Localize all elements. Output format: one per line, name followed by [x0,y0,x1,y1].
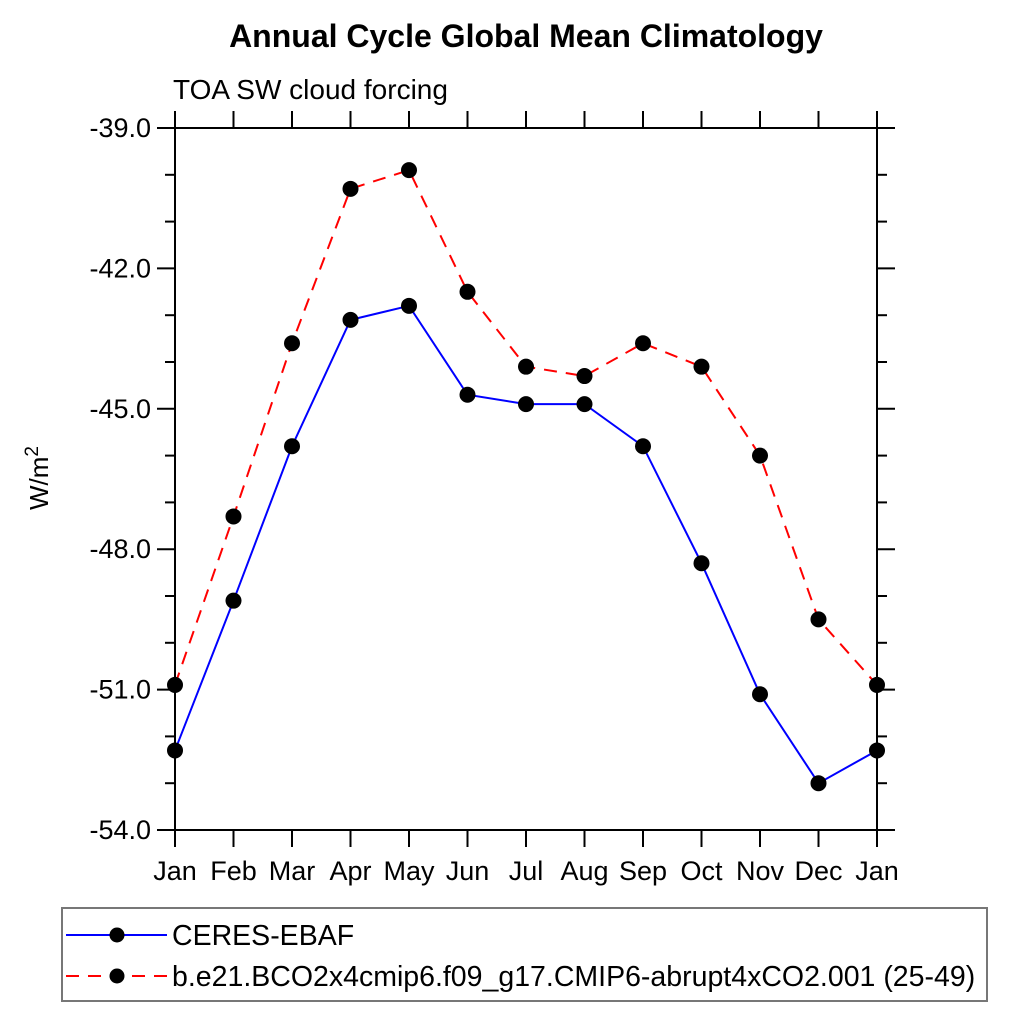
x-tick-label: Oct [680,856,723,886]
x-tick-label: Sep [619,856,667,886]
y-axis-label: W/m2 [22,446,54,510]
x-tick-label: Jan [153,856,197,886]
y-tick-labels: -39.0 -42.0 -45.0 -48.0 -51.0 -54.0 [89,113,151,845]
data-point-marker [167,742,183,759]
series-line-1 [174,168,878,686]
x-tick-label: Jul [509,856,544,886]
data-point-marker [518,358,534,375]
data-point-marker [869,676,885,693]
data-point-marker [401,162,417,179]
data-point-marker [459,386,476,403]
y-tick-label: -54.0 [89,815,151,845]
data-point-marker [810,611,827,628]
data-point-marker [518,396,534,413]
x-tick-labels: Jan Feb Mar Apr May Jun Jul Aug Sep Oct Nov Dec Jan [153,856,899,886]
y-axis-label-superscript: 2 [22,446,43,457]
data-point-marker [810,775,827,792]
legend: CERES-EBAF b.e21.BCO2x4cmip6.f09_g17.CMIP… [61,907,988,1002]
plot-area [167,162,885,792]
legend-box [61,907,988,1002]
data-point-marker [284,335,300,352]
data-point-marker [342,311,359,328]
axes [157,111,895,847]
chart-title: Annual Cycle Global Mean Climatology [229,18,823,54]
data-point-marker [167,676,183,693]
y-axis-label-base: W/m [24,457,54,510]
x-tick-label: Jun [446,856,490,886]
data-point-marker [693,555,710,572]
x-tick-label: Mar [269,856,316,886]
x-tick-label: Jan [855,856,899,886]
data-point-marker [635,438,651,455]
y-tick-label: -42.0 [89,253,151,283]
data-point-marker [459,283,476,300]
data-point-marker [752,686,768,703]
data-point-marker [225,592,242,609]
y-tick-label: -39.0 [89,113,151,143]
legend-label-1: b.e21.BCO2x4cmip6.f09_g17.CMIP6-abrupt4x… [172,961,975,993]
x-tick-label: Apr [329,856,371,886]
y-tick-label: -45.0 [89,394,151,424]
x-tick-label: May [383,856,435,886]
data-point-marker [342,180,359,197]
legend-marker-1 [109,968,125,984]
data-point-marker [576,396,593,413]
x-tick-label: Dec [794,856,842,886]
data-point-marker [869,742,885,759]
legend-entries: CERES-EBAF b.e21.BCO2x4cmip6.f09_g17.CMIP… [66,920,975,993]
x-tick-label: Aug [560,856,608,886]
data-point-marker [576,368,593,385]
data-point-marker [635,335,651,352]
series-line-0 [174,304,878,785]
legend-marker-0 [109,927,125,943]
data-point-marker [284,438,300,455]
legend-label-0: CERES-EBAF [172,920,354,952]
x-tick-label: Feb [210,856,257,886]
data-point-marker [693,358,710,375]
y-tick-label: -48.0 [89,534,151,564]
data-point-marker [225,508,242,525]
x-tick-label: Nov [736,856,785,886]
data-point-marker [401,297,417,314]
chart-subtitle: TOA SW cloud forcing [173,74,448,105]
data-point-marker [752,447,768,464]
y-tick-label: -51.0 [89,675,151,705]
